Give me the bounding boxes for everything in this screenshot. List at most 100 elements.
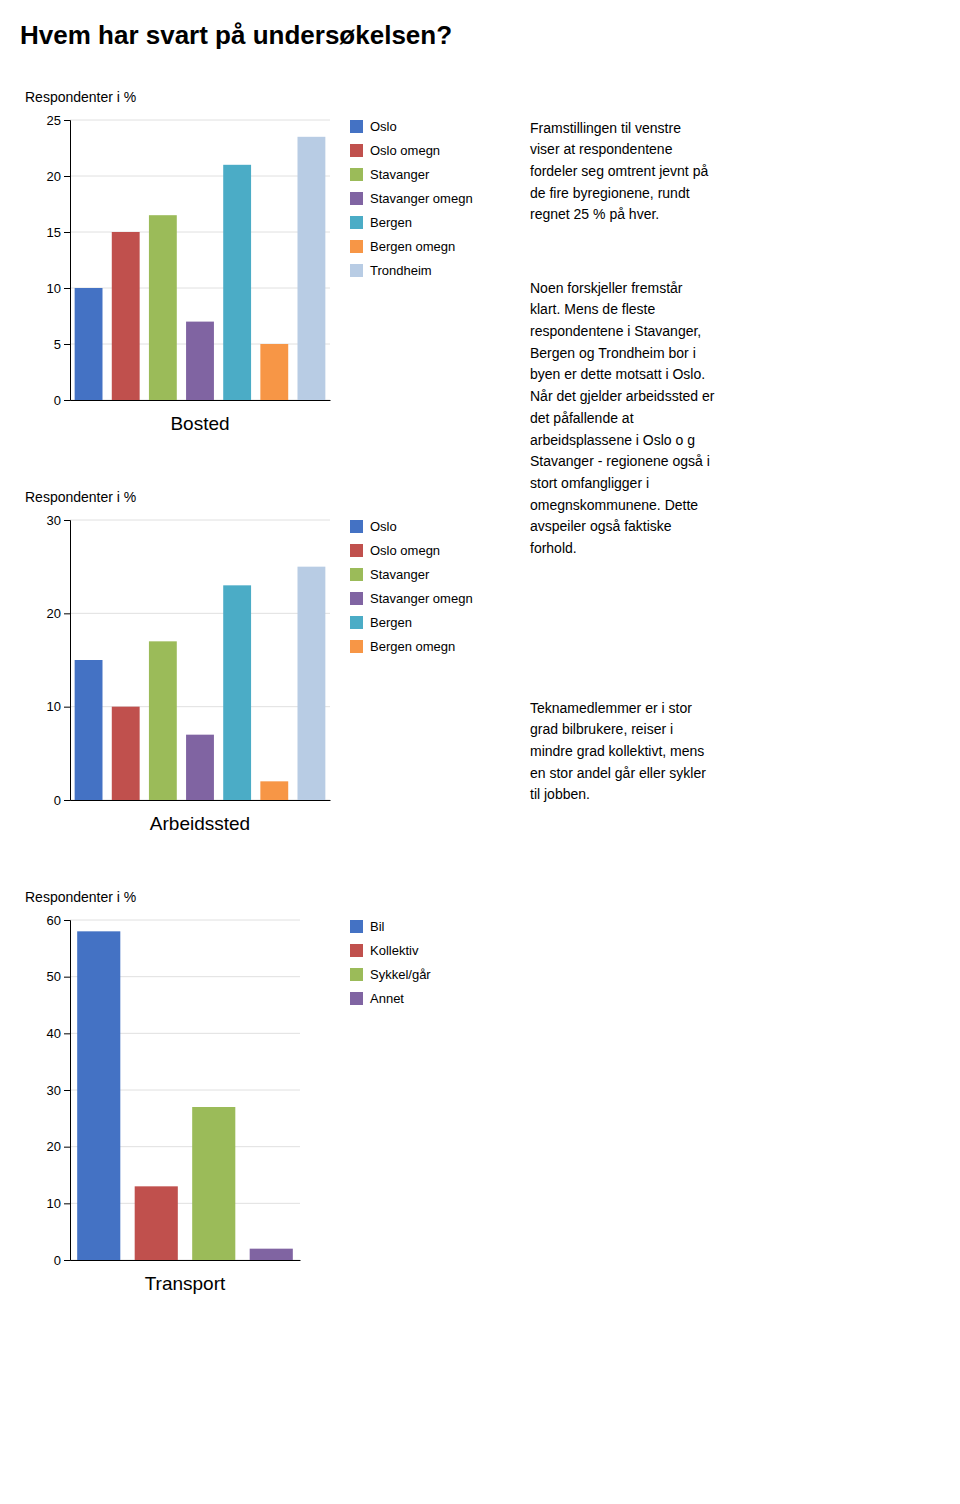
annotation-line: viser at respondentene bbox=[530, 141, 673, 157]
axis-line bbox=[71, 800, 331, 801]
tick-label: 20 bbox=[47, 606, 61, 621]
legend-label: Bil bbox=[370, 919, 385, 934]
annotation-line: Noen forskjeller fremstår bbox=[530, 280, 683, 296]
legend-swatch bbox=[350, 616, 363, 629]
tick-mark bbox=[64, 1033, 70, 1034]
tick-label: 0 bbox=[54, 393, 61, 408]
annotation-line: klart. Mens de fleste bbox=[530, 301, 655, 317]
annotation-line: fordeler seg omtrent jevnt på bbox=[530, 163, 708, 179]
grid-line bbox=[70, 120, 330, 121]
legend-label: Stavanger omegn bbox=[370, 591, 473, 606]
grid bbox=[70, 520, 330, 800]
tick-mark bbox=[64, 232, 70, 233]
tick: 25 bbox=[47, 113, 70, 128]
legend-label: Kollektiv bbox=[370, 943, 419, 958]
tick-mark bbox=[64, 400, 70, 401]
x-axis bbox=[71, 1260, 301, 1261]
axis-line bbox=[71, 400, 331, 401]
x-axis-title: Bosted bbox=[170, 413, 229, 434]
tick-label: 0 bbox=[54, 1253, 61, 1268]
tick: 5 bbox=[54, 337, 70, 352]
bar bbox=[192, 1107, 235, 1260]
annotation-line: Stavanger - regionene også i bbox=[530, 453, 710, 469]
y-axis-title: Respondenter i % bbox=[25, 889, 136, 905]
tick-label: 60 bbox=[47, 913, 61, 928]
annotation-line: mindre grad kollektivt, mens bbox=[530, 743, 704, 759]
bar bbox=[112, 232, 140, 400]
tick: 0 bbox=[54, 1253, 70, 1268]
legend-item: Bergen bbox=[350, 215, 412, 230]
grid-line bbox=[70, 288, 330, 289]
legend-swatch bbox=[350, 168, 363, 181]
tick: 10 bbox=[47, 281, 70, 296]
legend-item: Stavanger bbox=[350, 167, 430, 182]
legend-swatch bbox=[350, 920, 363, 933]
legend-item: Oslo omegn bbox=[350, 543, 440, 558]
legend-item: Bergen omegn bbox=[350, 239, 455, 254]
legend-item: Oslo omegn bbox=[350, 143, 440, 158]
legend-item: Bergen omegn bbox=[350, 639, 455, 654]
tick-label: 30 bbox=[47, 1083, 61, 1098]
tick-mark bbox=[64, 800, 70, 801]
bar bbox=[75, 660, 103, 800]
axis-line bbox=[64, 921, 71, 1261]
bar bbox=[223, 585, 251, 800]
tick-mark bbox=[64, 920, 70, 921]
tick-label: 10 bbox=[47, 699, 61, 714]
bar bbox=[186, 735, 214, 800]
tick: 10 bbox=[47, 1196, 70, 1211]
annotation-line: byen er dette motsatt i Oslo. bbox=[530, 366, 705, 382]
bar bbox=[250, 1249, 293, 1260]
tick: 10 bbox=[47, 699, 70, 714]
annotation: Framstillingen til venstre viser at respo… bbox=[530, 120, 708, 223]
annotation-line: respondentene i Stavanger, bbox=[530, 323, 701, 339]
plot-area bbox=[77, 931, 293, 1260]
legend-label: Oslo omegn bbox=[370, 143, 440, 158]
annotation-line: de fire byregionene, rundt bbox=[530, 185, 690, 201]
legend-item: Bil bbox=[350, 919, 385, 934]
tick: 40 bbox=[47, 1026, 70, 1041]
y-axis: 0102030 bbox=[47, 513, 71, 808]
tick: 20 bbox=[47, 1139, 70, 1154]
legend-label: Bergen omegn bbox=[370, 239, 455, 254]
bar bbox=[135, 1186, 178, 1260]
tick: 20 bbox=[47, 606, 70, 621]
legend-swatch bbox=[350, 992, 363, 1005]
legend-swatch bbox=[350, 568, 363, 581]
tick: 30 bbox=[47, 513, 70, 528]
tick-mark bbox=[64, 520, 70, 521]
legend-label: Oslo bbox=[370, 519, 397, 534]
tick-label: 40 bbox=[47, 1026, 61, 1041]
tick-label: 15 bbox=[47, 225, 61, 240]
legend: BilKollektivSykkel/gårAnnet bbox=[350, 919, 431, 1006]
legend-swatch bbox=[350, 968, 363, 981]
annotation-line: Framstillingen til venstre bbox=[530, 120, 681, 136]
legend-label: Oslo bbox=[370, 119, 397, 134]
bar bbox=[298, 567, 326, 800]
tick: 20 bbox=[47, 169, 70, 184]
bar bbox=[75, 288, 103, 400]
bar bbox=[223, 165, 251, 400]
bar bbox=[186, 322, 214, 400]
tick: 30 bbox=[47, 1083, 70, 1098]
grid-line bbox=[70, 176, 330, 177]
legend-label: Stavanger omegn bbox=[370, 191, 473, 206]
tick-mark bbox=[64, 1147, 70, 1148]
tick: 0 bbox=[54, 393, 70, 408]
legend-label: Annet bbox=[370, 991, 404, 1006]
annotation-line: grad bilbrukere, reiser i bbox=[530, 721, 673, 737]
x-axis-title: Transport bbox=[145, 1273, 226, 1294]
grid-line bbox=[70, 520, 330, 521]
tick-label: 5 bbox=[54, 337, 61, 352]
grid-line bbox=[70, 232, 330, 233]
annotation-line: Bergen og Trondheim bor i bbox=[530, 345, 696, 361]
tick-label: 10 bbox=[47, 1196, 61, 1211]
legend-item: Oslo bbox=[350, 519, 397, 534]
plot-area bbox=[75, 137, 326, 400]
axis-line bbox=[71, 1260, 301, 1261]
tick-mark bbox=[64, 120, 70, 121]
legend-swatch bbox=[350, 216, 363, 229]
chart: Respondenter i %0102030Arbeidssted bbox=[25, 489, 331, 834]
legend-swatch bbox=[350, 264, 363, 277]
grid-line bbox=[70, 706, 330, 707]
